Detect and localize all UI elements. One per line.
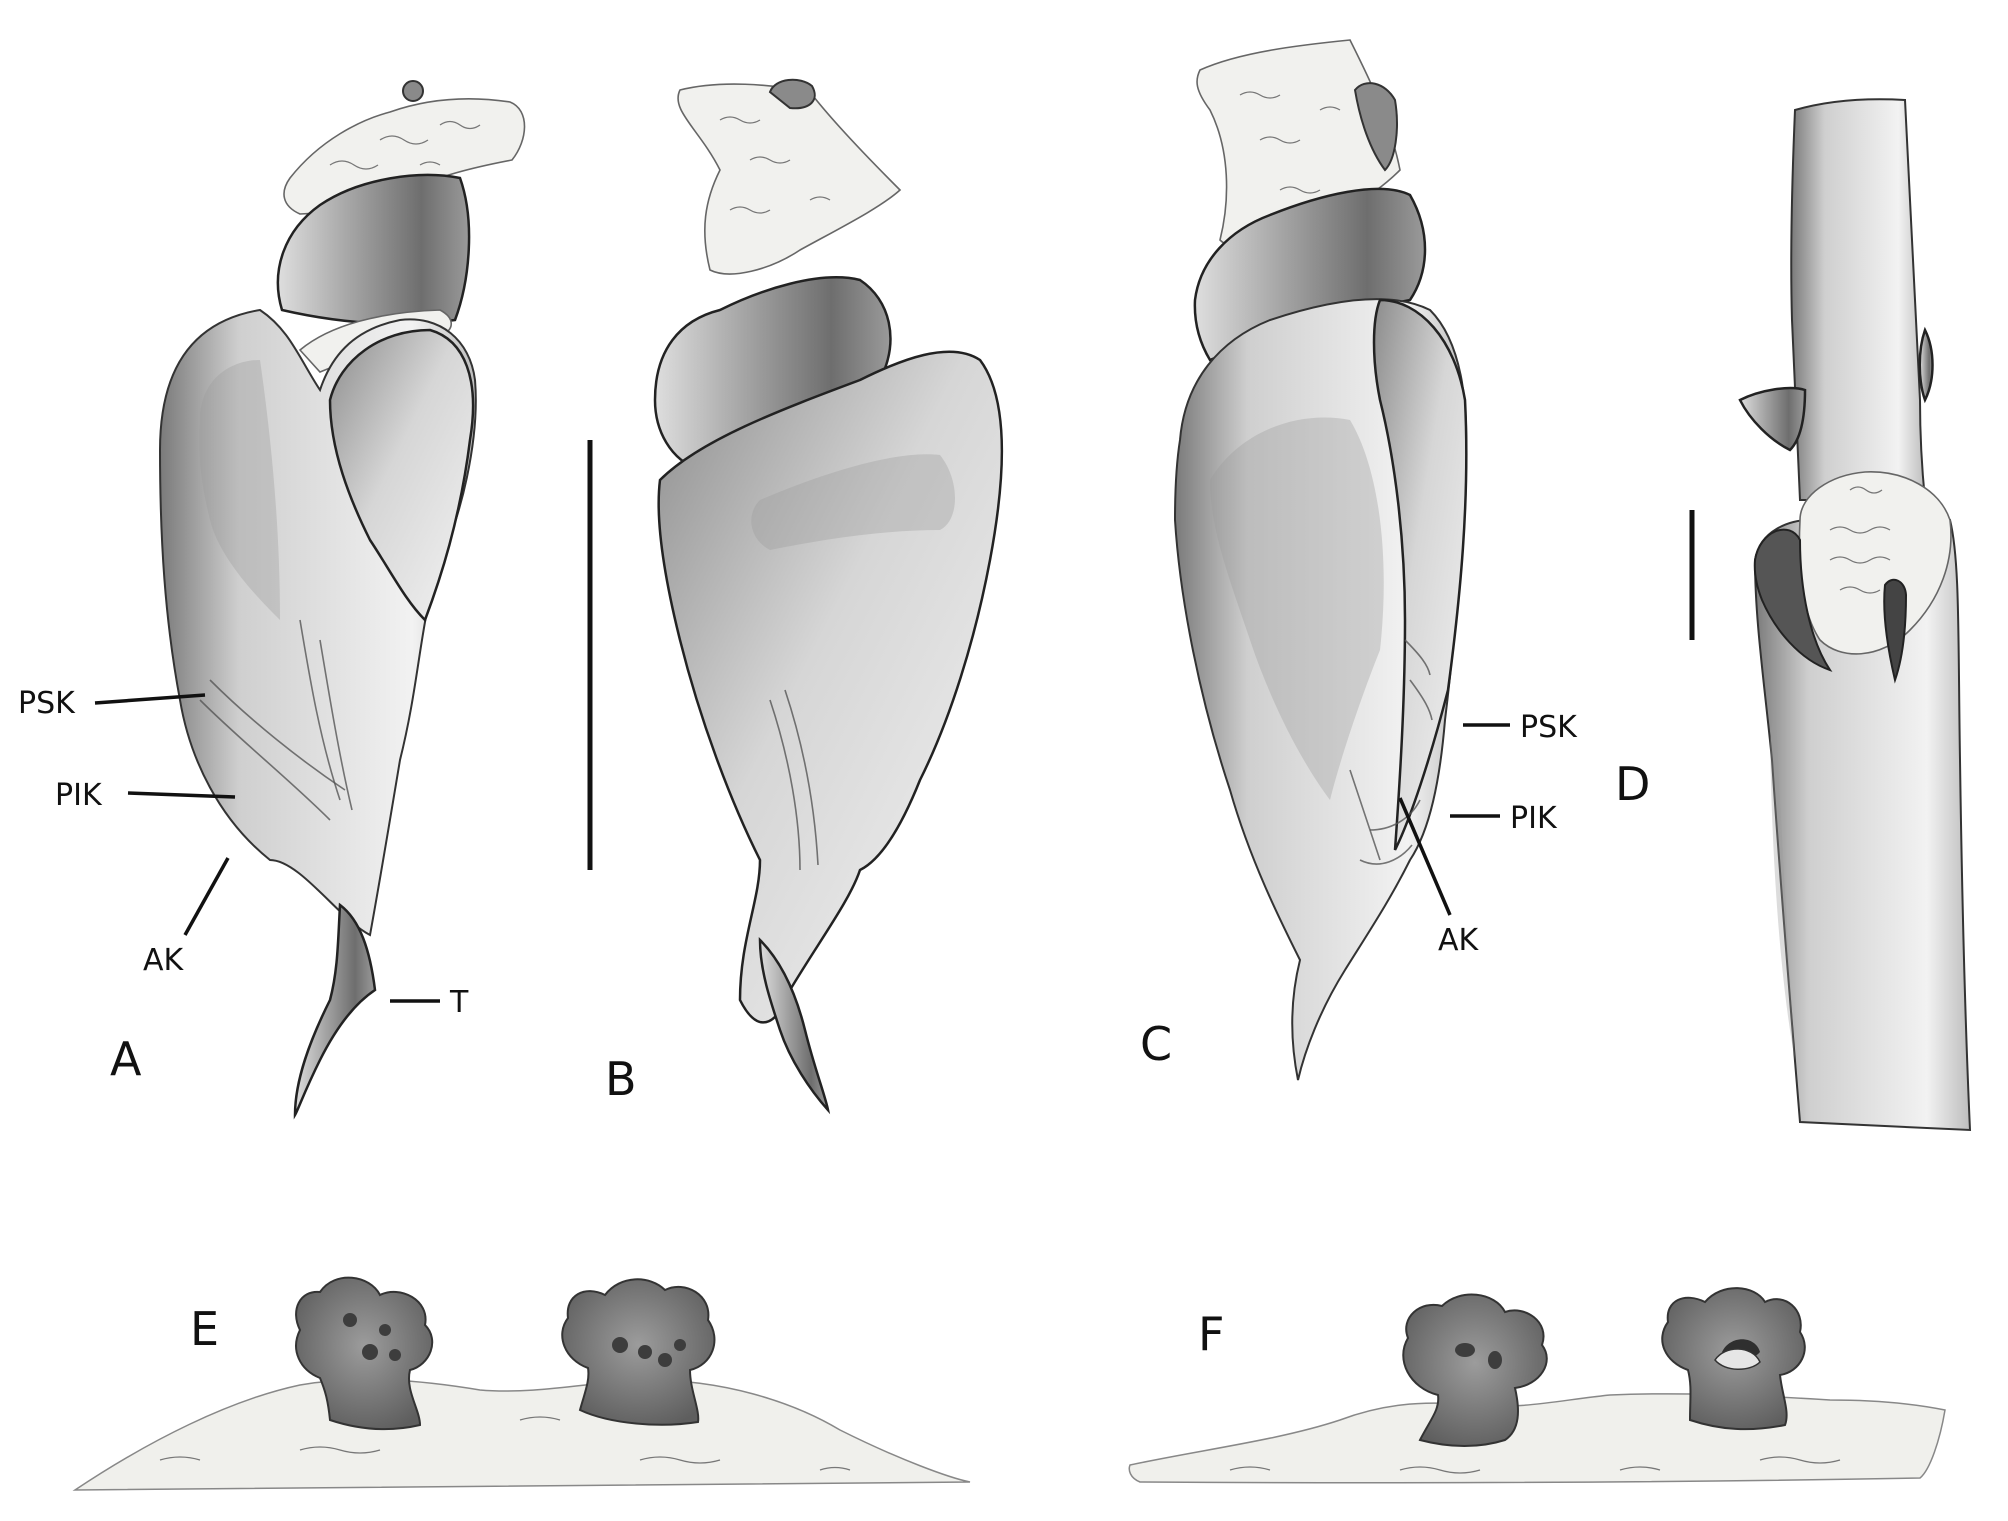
callout-leaders (94, 693, 1510, 1003)
panel-c-palp-drawing (1173, 39, 1468, 1081)
panel-label-e: E (190, 1302, 219, 1356)
panel-d-leg-segment (1738, 98, 1972, 1132)
callout-a-psk: PSK (18, 686, 76, 721)
panel-label-b: B (605, 1052, 637, 1106)
panel-f-gland-drawing (1128, 1287, 1946, 1484)
panel-label-c: C (1140, 1017, 1172, 1071)
callout-a-ak: AK (143, 943, 185, 978)
callout-c-pik: PIK (1510, 801, 1558, 836)
panel-label-a: A (110, 1032, 142, 1086)
panel-e-gland-drawing (72, 1276, 971, 1491)
callout-c-psk: PSK (1520, 710, 1578, 745)
panel-label-f: F (1198, 1307, 1224, 1361)
callout-a-t: T (449, 985, 469, 1020)
callout-a-pik: PIK (55, 778, 103, 813)
callout-c-ak: AK (1438, 923, 1480, 958)
panel-label-d: D (1615, 757, 1650, 811)
panel-b-palp-drawing (653, 78, 1004, 1115)
panel-a-palp-drawing (158, 80, 526, 1120)
